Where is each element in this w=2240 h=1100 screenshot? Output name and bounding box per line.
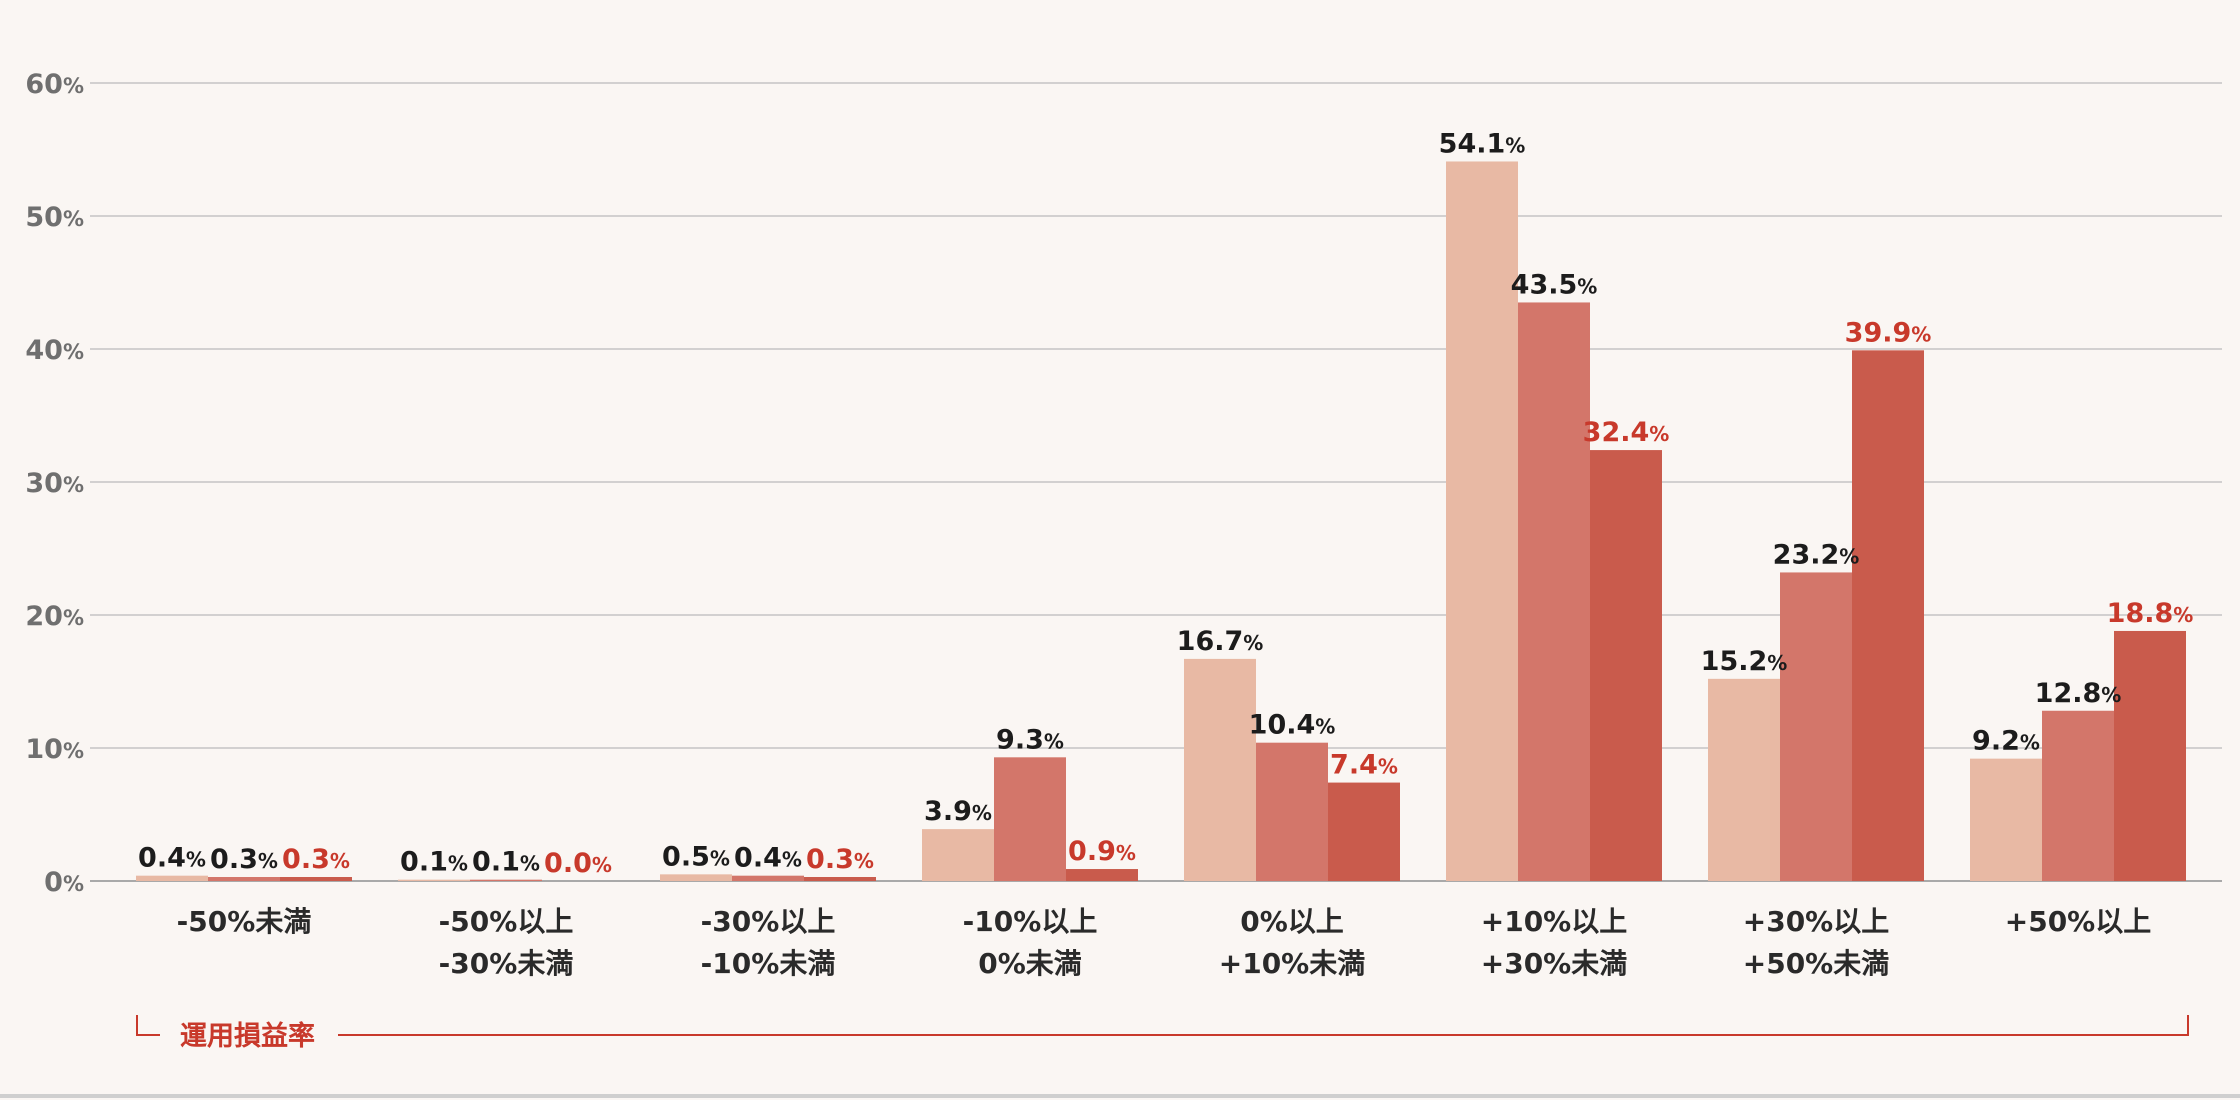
bottom-rule (0, 1094, 2240, 1098)
y-tick-label: 60% (25, 69, 84, 100)
bar (470, 879, 542, 881)
category-label: -30%未満 (439, 947, 574, 980)
bar (2042, 710, 2114, 881)
category-label: 0%以上 (1240, 905, 1344, 938)
axis-bracket-line (136, 1015, 2189, 1036)
category-label: +10%以上 (1481, 905, 1627, 938)
bar (1590, 450, 1662, 881)
data-label: 9.2% (1972, 726, 2040, 757)
x-axis-bracket: 運用損益率 (136, 1015, 2189, 1052)
data-label: 0.3% (282, 844, 350, 875)
y-tick-label: 20% (25, 601, 84, 632)
bar (1852, 350, 1924, 882)
data-label: 15.2% (1701, 646, 1788, 677)
data-label: 9.3% (996, 724, 1064, 755)
y-tick-label: 40% (25, 335, 84, 366)
bars (136, 161, 2186, 882)
category-label: +30%以上 (1743, 905, 1889, 938)
bar (1708, 678, 1780, 881)
data-label: 39.9% (1845, 317, 1932, 348)
category-label: +50%未満 (1743, 947, 1889, 980)
bar (208, 877, 280, 881)
data-label: 0.9% (1068, 836, 1136, 867)
category-label: +10%未満 (1219, 947, 1365, 980)
bar (804, 877, 876, 881)
bar (2114, 630, 2186, 881)
data-label: 7.4% (1330, 750, 1398, 781)
y-axis-ticks: 0% 10% 20% 30% 40% 50% 60% (25, 69, 84, 898)
data-label: 32.4% (1583, 417, 1670, 448)
bar (280, 877, 352, 881)
bar (1256, 742, 1328, 881)
data-label: 0.1% (400, 847, 468, 878)
data-label: 0.5% (662, 841, 730, 872)
data-label: 3.9% (924, 796, 992, 827)
data-label: 0.4% (734, 843, 802, 874)
bar (1184, 658, 1256, 881)
bar (732, 875, 804, 881)
bar (1328, 782, 1400, 881)
bar (922, 829, 994, 881)
category-label: -50%以上 (439, 905, 574, 938)
bar (1446, 161, 1518, 882)
x-axis-categories: -50%未満 -50%以上 -30%未満 -30%以上 -10%未満 -10%以上 0%未満… (177, 905, 2152, 980)
data-label: 10.4% (1249, 710, 1336, 741)
bar (1518, 302, 1590, 881)
data-label: 18.8% (2107, 598, 2194, 629)
data-label: 16.7% (1177, 626, 1264, 657)
data-label: 43.5% (1511, 269, 1598, 300)
y-tick-label: 50% (25, 202, 84, 233)
category-label: +50%以上 (2005, 905, 2151, 938)
data-label: 0.0% (544, 848, 612, 879)
category-label: -50%未満 (177, 905, 312, 938)
bar (1780, 572, 1852, 881)
bar (398, 879, 470, 881)
bar (136, 875, 208, 881)
data-labels: 0.4% 0.3% 0.3% 0.1% 0.1% 0.0% 0.5% 0.4% 0.3%3.9%… (138, 128, 2193, 879)
category-label: -10%未満 (701, 947, 836, 980)
data-label: 12.8% (2035, 678, 2122, 709)
data-label: 23.2% (1773, 539, 1860, 570)
category-label: -30%以上 (701, 905, 836, 938)
y-tick-label: 0% (44, 867, 84, 898)
bar (1970, 758, 2042, 881)
category-label: +30%未満 (1481, 947, 1627, 980)
data-label: 0.1% (472, 847, 540, 878)
data-label: 0.4% (138, 843, 206, 874)
bar (660, 874, 732, 881)
category-label: 0%未満 (978, 947, 1082, 980)
category-label: -10%以上 (963, 905, 1098, 938)
bar (1066, 869, 1138, 881)
data-label: 0.3% (210, 844, 278, 875)
y-tick-label: 30% (25, 468, 84, 499)
bar (994, 757, 1066, 881)
data-label: 0.3% (806, 844, 874, 875)
x-axis-label: 運用損益率 (180, 1020, 315, 1052)
data-label: 54.1% (1439, 128, 1526, 159)
y-tick-label: 10% (25, 734, 84, 765)
